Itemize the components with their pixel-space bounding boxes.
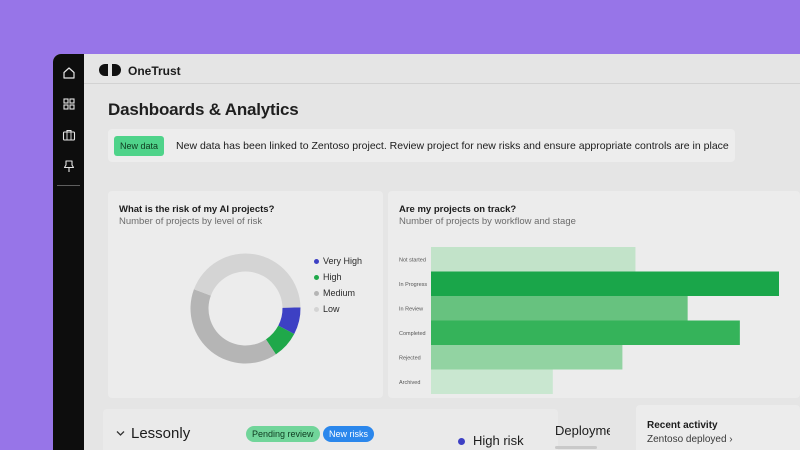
briefcase-icon[interactable] bbox=[61, 127, 76, 142]
risk-card-subtitle: Number of projects by level of risk bbox=[119, 216, 263, 227]
bar-archived[interactable] bbox=[431, 369, 553, 395]
risk-card: What is the risk of my AI projects? Numb… bbox=[108, 191, 383, 398]
risk-legend: Very High High Medium Low bbox=[314, 253, 362, 317]
data-alert: New data New data has been linked to Zen… bbox=[108, 129, 735, 162]
donut-slice-very-high[interactable] bbox=[278, 307, 301, 335]
legend-label: Very High bbox=[323, 256, 363, 266]
brand-name: OneTrust bbox=[128, 64, 181, 78]
risk-level-label: High risk bbox=[473, 433, 524, 448]
chevron-down-icon[interactable] bbox=[116, 429, 125, 438]
new-risks-badge[interactable]: New risks bbox=[323, 426, 375, 442]
nav-rail bbox=[53, 54, 84, 450]
track-card: Are my projects on track? Number of proj… bbox=[388, 191, 800, 398]
deployment-subtext-placeholder bbox=[555, 446, 597, 449]
donut-slice-high[interactable] bbox=[265, 325, 295, 355]
track-card-title: Are my projects on track? bbox=[399, 204, 517, 215]
project-name: Lessonly bbox=[131, 425, 191, 442]
bar-in-progress[interactable] bbox=[431, 271, 779, 297]
page-title: Dashboards & Analytics bbox=[108, 100, 299, 119]
bar-in-review[interactable] bbox=[431, 296, 688, 321]
donut-slice-low[interactable] bbox=[193, 253, 301, 308]
onetrust-logo-icon[interactable] bbox=[99, 63, 121, 77]
bar-rejected[interactable] bbox=[431, 345, 623, 370]
project-row[interactable]: Lessonly Pending review New risks High r… bbox=[103, 409, 610, 450]
home-icon[interactable] bbox=[61, 65, 76, 80]
pin-icon[interactable] bbox=[61, 158, 76, 173]
bar-category-label: Archived bbox=[399, 380, 420, 386]
bar-category-label: In Review bbox=[399, 306, 423, 312]
legend-dot-icon bbox=[314, 306, 319, 312]
legend-item: Low bbox=[314, 301, 362, 317]
legend-item: High bbox=[314, 269, 362, 285]
bar-completed[interactable] bbox=[431, 320, 740, 346]
grid-icon[interactable] bbox=[61, 96, 76, 111]
risk-dot-icon bbox=[458, 438, 465, 445]
risk-donut-chart bbox=[190, 253, 301, 364]
legend-dot-icon bbox=[314, 258, 319, 264]
legend-dot-icon bbox=[314, 290, 319, 296]
alert-message: New data has been linked to Zentoso proj… bbox=[176, 139, 729, 152]
track-card-subtitle: Number of projects by workflow and stage bbox=[399, 216, 576, 227]
risk-card-title: What is the risk of my AI projects? bbox=[119, 204, 275, 215]
bar-not-started[interactable] bbox=[431, 247, 636, 272]
legend-label: High bbox=[323, 272, 342, 282]
pending-review-badge: Pending review bbox=[246, 426, 320, 442]
recent-activity-title: Recent activity bbox=[647, 420, 718, 431]
bar-category-label: Rejected bbox=[399, 355, 421, 361]
new-data-badge: New data bbox=[114, 135, 165, 156]
deployment-label: Deployme bbox=[555, 423, 610, 438]
donut-slice-medium[interactable] bbox=[190, 289, 276, 364]
legend-label: Medium bbox=[323, 288, 356, 298]
legend-dot-icon bbox=[314, 274, 319, 280]
bar-category-label: Not started bbox=[399, 257, 426, 263]
top-bar: OneTrust bbox=[84, 54, 800, 84]
rail-divider bbox=[57, 185, 80, 186]
workflow-bar-chart: Not started In Progress In Review Completed… bbox=[399, 247, 779, 395]
recent-activity-card: Recent activity Zentoso deployed › bbox=[636, 405, 800, 450]
bar-category-label: Completed bbox=[399, 331, 426, 337]
app-window: OneTrust Dashboards & Analytics New data… bbox=[53, 54, 800, 450]
legend-item: Very High bbox=[314, 253, 362, 269]
legend-label: Low bbox=[323, 304, 340, 314]
legend-item: Medium bbox=[314, 285, 362, 301]
recent-activity-link[interactable]: Zentoso deployed › bbox=[647, 434, 733, 445]
bar-category-label: In Progress bbox=[399, 282, 427, 288]
